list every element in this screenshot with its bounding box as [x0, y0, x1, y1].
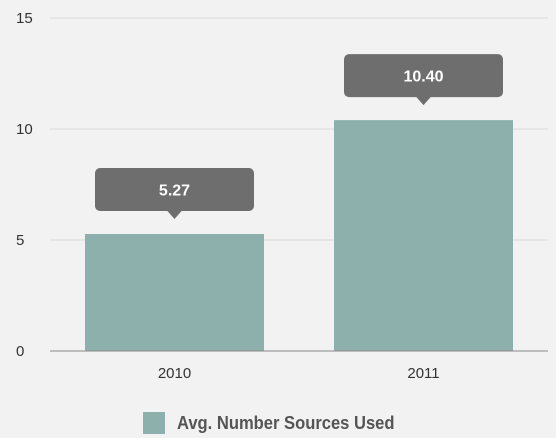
bar-2010 — [85, 234, 264, 351]
callout-pointer — [166, 210, 183, 220]
y-tick-label: 5 — [16, 232, 24, 249]
legend-swatch — [142, 412, 165, 434]
y-tick-label: 0 — [16, 343, 24, 360]
data-label: 10.40 — [403, 69, 443, 86]
x-tick-label: 2010 — [158, 365, 191, 382]
y-tick-label: 15 — [16, 10, 33, 27]
legend: Avg. Number Sources Used — [0, 410, 556, 436]
y-tick-label: 10 — [16, 121, 33, 138]
legend-label: Avg. Number Sources Used — [176, 412, 395, 433]
callout-pointer — [415, 96, 432, 106]
x-tick-label: 2011 — [407, 365, 439, 382]
bar-2011 — [334, 120, 513, 352]
data-label: 5.27 — [159, 183, 190, 200]
data-label-callout — [344, 54, 503, 98]
data-label-callout — [95, 168, 254, 212]
